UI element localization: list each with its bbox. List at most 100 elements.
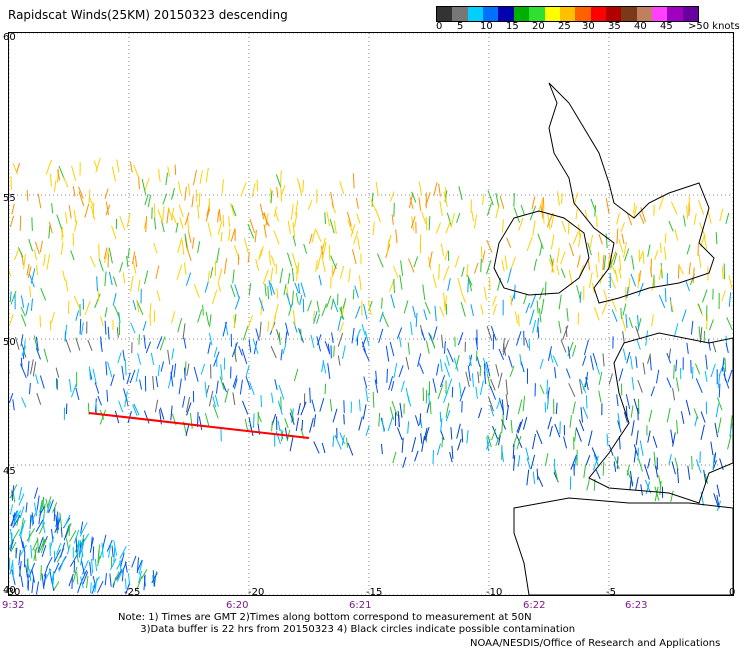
wind-barb	[104, 307, 108, 318]
wind-barb	[595, 469, 601, 480]
wind-barb	[321, 361, 324, 373]
wind-barb	[39, 375, 45, 389]
wind-map	[5, 32, 734, 596]
wind-barb	[484, 363, 486, 379]
wind-barb	[318, 275, 322, 286]
wind-barb	[171, 188, 175, 200]
wind-barb	[67, 300, 70, 314]
wind-barb	[562, 325, 569, 341]
wind-barb	[57, 169, 61, 181]
wind-barb	[393, 266, 399, 278]
wind-barb	[177, 237, 183, 254]
wind-barb	[88, 196, 94, 207]
wind-barb	[713, 493, 720, 509]
wind-barb	[512, 444, 515, 459]
wind-barb	[425, 340, 430, 354]
wind-barb	[20, 314, 27, 327]
wind-barb	[518, 217, 524, 231]
wind-barb	[677, 264, 680, 279]
wind-barb	[482, 357, 489, 374]
wind-barb	[62, 270, 66, 281]
wind-barb	[21, 345, 27, 357]
wind-barb	[95, 157, 101, 173]
wind-barb	[457, 277, 463, 292]
wind-barb	[700, 424, 705, 440]
wind-barb	[111, 225, 117, 240]
wind-barb	[295, 200, 299, 216]
wind-barb	[84, 300, 91, 316]
wind-barb	[309, 387, 311, 404]
wind-barb	[145, 341, 152, 354]
wind-barb	[40, 565, 42, 581]
wind-barb	[683, 215, 686, 227]
wind-barb	[635, 430, 639, 446]
wind-barb	[32, 361, 37, 377]
time-label: 6:23	[625, 600, 648, 611]
wind-barb	[9, 291, 12, 302]
wind-barb	[502, 343, 507, 356]
wind-barb	[486, 202, 492, 216]
wind-barb	[729, 423, 733, 437]
wind-barb	[532, 433, 536, 450]
wind-barb	[675, 377, 680, 392]
wind-barb	[560, 251, 566, 265]
wind-barb	[655, 465, 659, 478]
wind-barb	[332, 408, 338, 423]
wind-barb	[471, 373, 475, 388]
wind-barb	[439, 411, 442, 423]
wind-barb	[174, 164, 177, 175]
scale-swatch	[667, 7, 683, 21]
wind-barb	[424, 426, 430, 441]
wind-barb	[381, 417, 385, 433]
wind-barb	[658, 294, 666, 308]
wind-barb	[158, 168, 161, 183]
wind-barb	[668, 220, 674, 232]
wind-barb	[167, 207, 174, 220]
wind-barb	[280, 170, 282, 185]
wind-barb	[247, 223, 255, 239]
wind-barb	[550, 213, 555, 228]
wind-barb	[560, 268, 566, 278]
wind-barb	[112, 571, 120, 586]
wind-barb	[136, 300, 144, 316]
wind-barb	[457, 438, 462, 451]
wind-barb	[207, 271, 210, 282]
wind-barb-streak	[88, 412, 310, 439]
wind-barb	[81, 534, 85, 547]
wind-barb	[131, 555, 137, 568]
wind-barb	[658, 475, 662, 488]
credit: NOAA/NESDIS/Office of Research and Appli…	[470, 638, 721, 649]
wind-barb	[104, 271, 107, 287]
wind-barb	[156, 336, 163, 349]
scale-label: 20	[532, 21, 545, 32]
wind-barb	[339, 265, 345, 279]
wind-barb	[36, 264, 39, 276]
wind-barb	[530, 293, 537, 309]
wind-barb	[590, 355, 594, 371]
wind-barb	[339, 432, 345, 445]
wind-barb	[39, 240, 43, 253]
wind-barb	[185, 396, 191, 413]
wind-barb	[569, 415, 572, 428]
wind-barb	[259, 203, 265, 220]
wind-barb	[630, 273, 637, 287]
wind-barb	[89, 537, 94, 553]
wind-barb	[19, 565, 21, 577]
wind-barb	[451, 445, 454, 459]
wind-barb	[439, 306, 445, 318]
wind-barb	[232, 269, 235, 284]
wind-barb	[347, 442, 354, 456]
wind-barb	[208, 390, 214, 407]
wind-barb	[389, 406, 395, 421]
wind-barb	[536, 430, 543, 445]
wind-barb	[185, 272, 192, 286]
wind-speed-scale-labels: 0 5 10 15 20 25 30 35 40 45 >50 knots	[426, 21, 740, 33]
wind-barb	[475, 350, 478, 362]
wind-barb	[456, 212, 461, 224]
wind-barb	[75, 337, 81, 351]
wind-barb	[330, 298, 334, 310]
wind-barb	[106, 389, 109, 402]
wind-barb	[420, 433, 423, 444]
lat-label: 55	[3, 193, 16, 204]
wind-barb	[510, 419, 513, 434]
